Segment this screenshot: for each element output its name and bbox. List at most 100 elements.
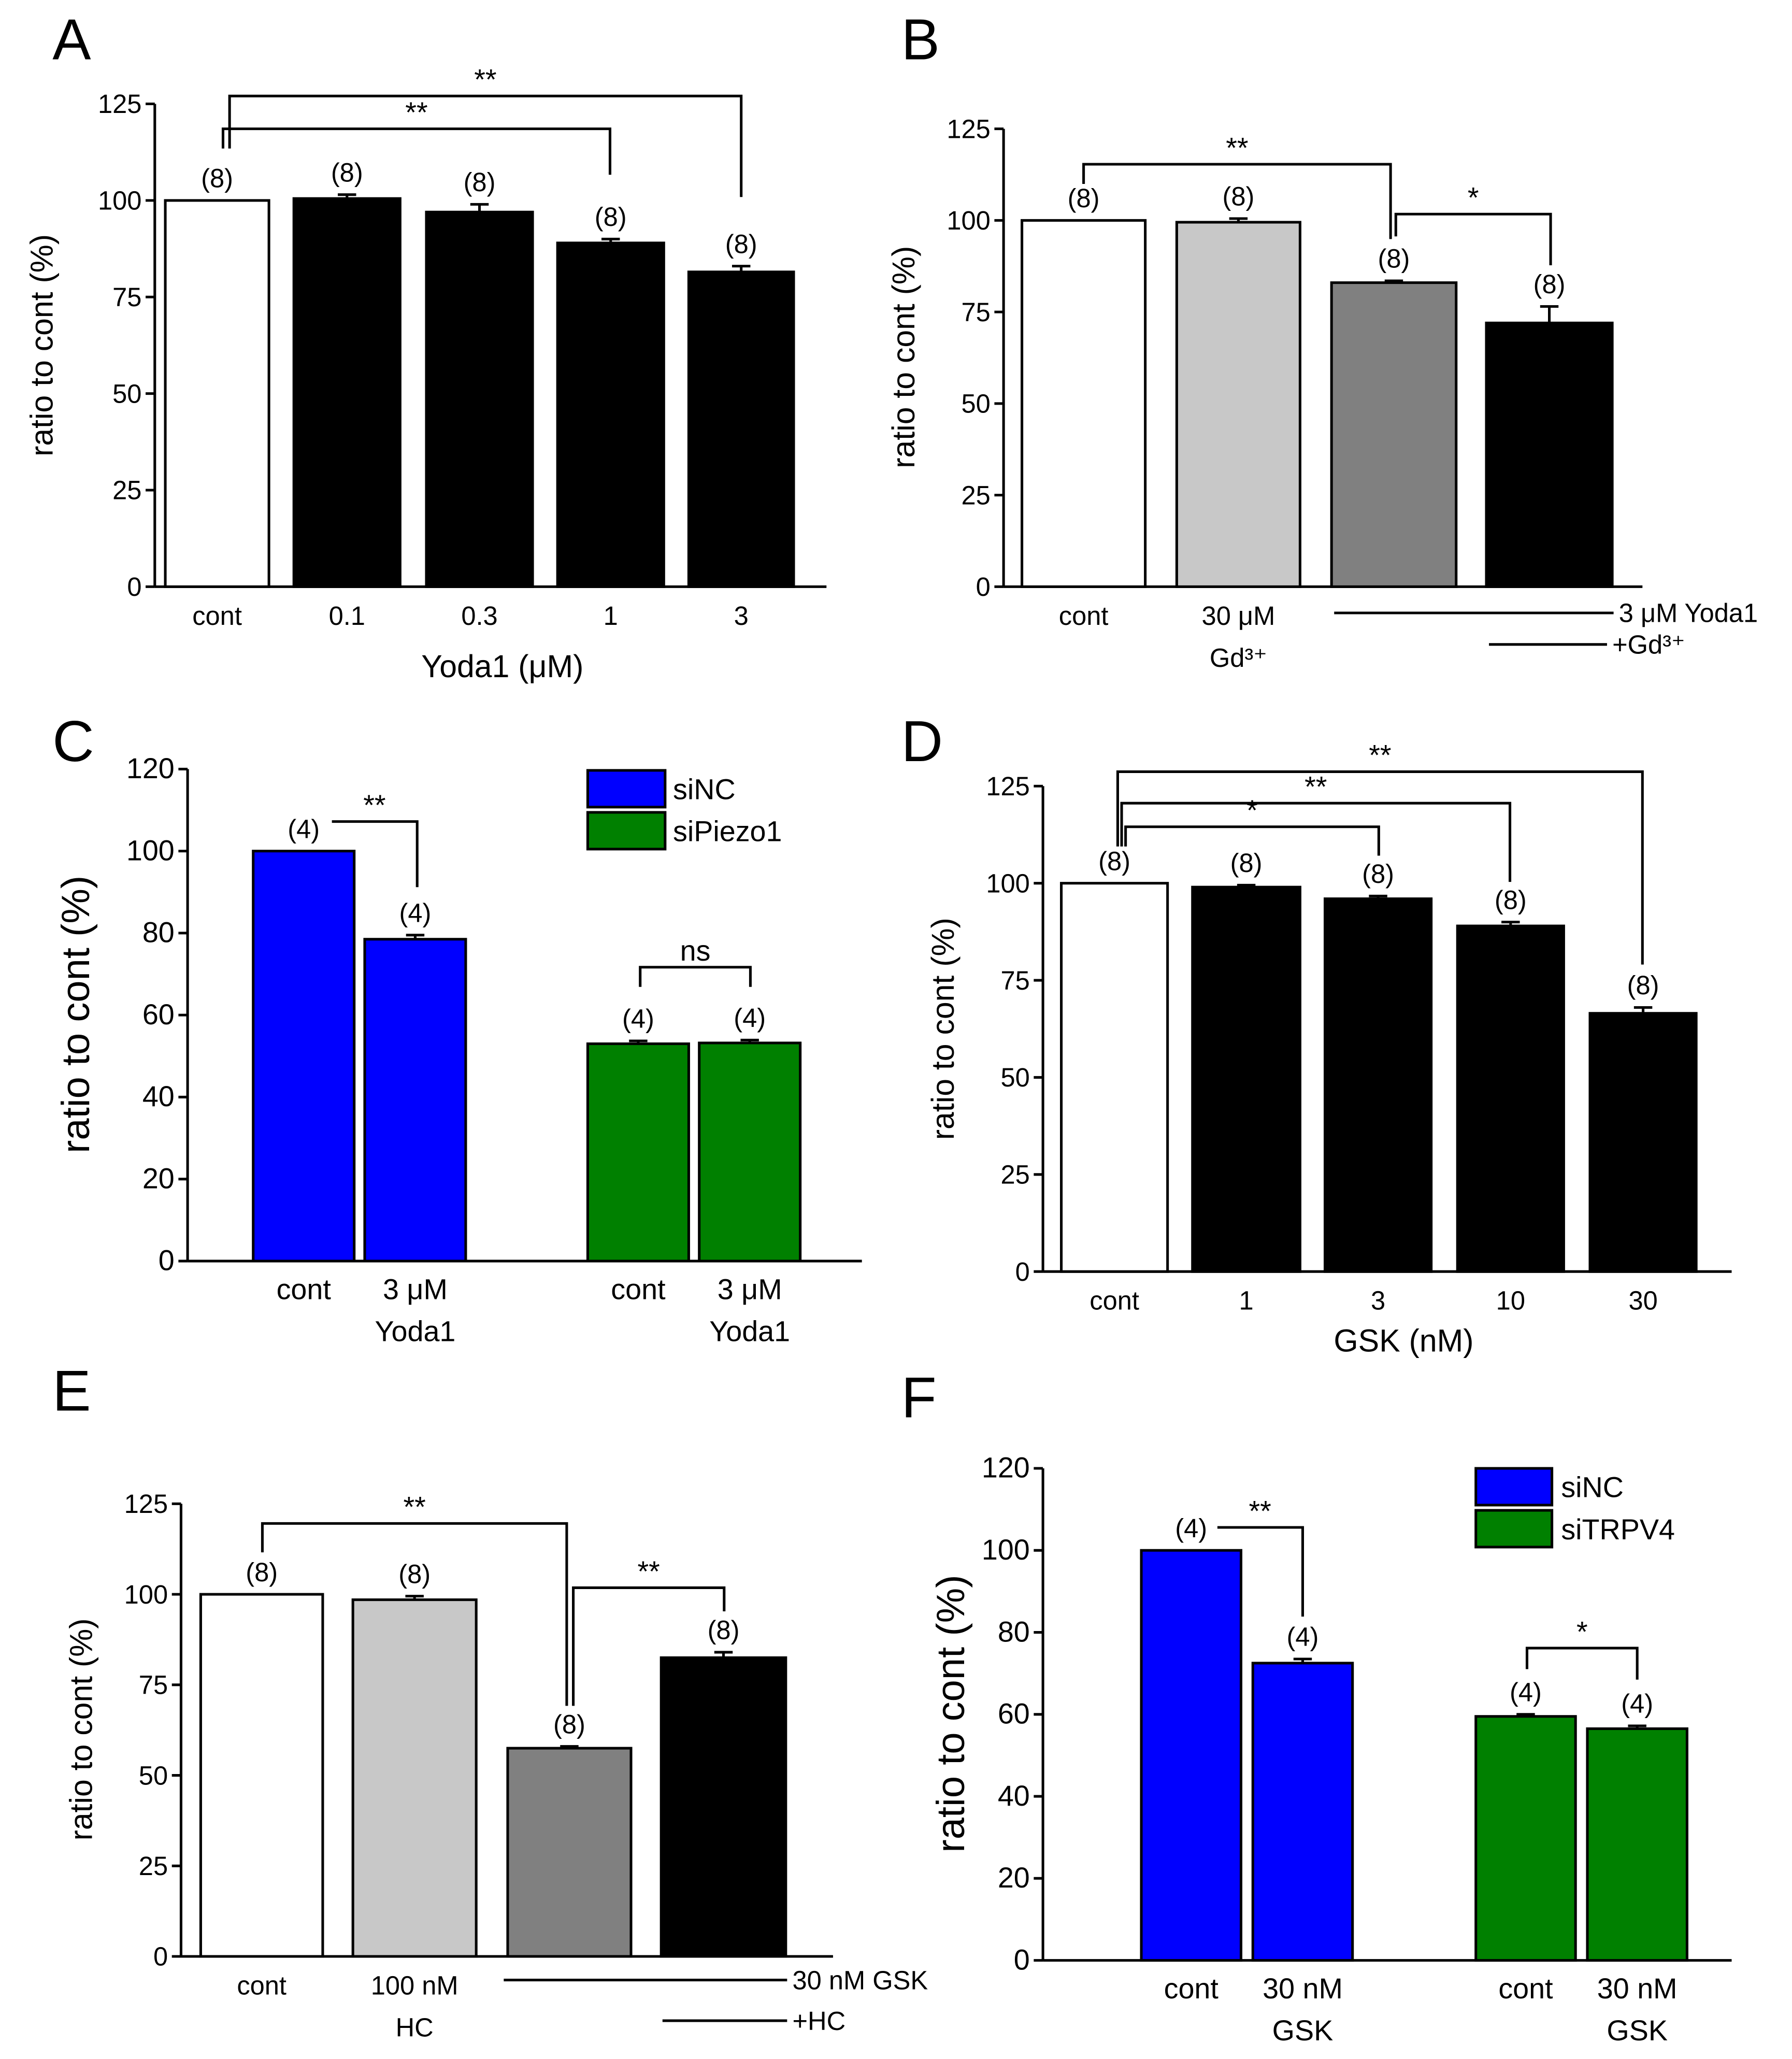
bar (1588, 1012, 1698, 1273)
treatment-label: 3 μM Yoda1 (1619, 598, 1758, 628)
y-tick-label: 25 (112, 476, 141, 505)
significance-label: * (1468, 182, 1479, 214)
significance-label: * (1576, 1615, 1588, 1648)
n-label: (4) (288, 814, 320, 843)
y-tick-label: 60 (142, 998, 175, 1031)
panel-c: C 0 20 40 60 80 100 120 ratio to cont (%) (4) cont… (52, 709, 862, 1347)
n-label: (4) (622, 1004, 654, 1034)
x-tick-label: cont (237, 1970, 286, 2000)
y-tick-label: 80 (142, 917, 175, 949)
panel-b: B 0 25 50 75 100 125 ratio to cont (%) (8) cont (8… (886, 7, 1758, 672)
bar (1251, 1662, 1354, 1962)
x-tick-label: cont (1089, 1286, 1139, 1316)
panel-a: A 0 25 50 75 100 125 ratio to cont (%) Yoda1 (μM… (24, 7, 827, 684)
x-tick-label: 3 μM (718, 1273, 782, 1305)
x-tick-label: 30 μM (1202, 601, 1275, 631)
bar (1330, 281, 1458, 588)
significance-bracket (1394, 212, 1552, 265)
significance-bracket (1120, 802, 1512, 882)
x-tick-label: cont (1059, 601, 1109, 631)
y-tick-label: 100 (947, 206, 990, 235)
y-axis-label: ratio to cont (%) (886, 246, 921, 468)
significance-label: * (1246, 794, 1258, 826)
panel-d: D 0 25 50 75 100 125 ratio to cont (%) GSK (nM) (… (901, 709, 1732, 1359)
x-tick-label: 3 (1371, 1286, 1385, 1316)
y-tick-label: 0 (153, 1942, 168, 1971)
significance-bracket (221, 127, 612, 175)
x-tick-label: 30 (1628, 1286, 1657, 1316)
n-label: (4) (1175, 1513, 1207, 1543)
legend-swatch (1474, 1509, 1554, 1549)
n-label: (8) (1533, 269, 1566, 299)
legend-label: siPiezo1 (673, 816, 782, 848)
y-tick-label: 80 (998, 1615, 1030, 1648)
y-tick-label: 125 (986, 771, 1029, 801)
bar (556, 241, 665, 588)
x-tick-label: Yoda1 (709, 1315, 790, 1347)
y-tick-label: 100 (986, 868, 1029, 898)
n-label: (8) (1362, 859, 1394, 889)
bar (292, 197, 402, 588)
significance-bracket (572, 1586, 726, 1706)
bar (1060, 882, 1169, 1273)
panel-letter: E (52, 1359, 91, 1423)
significance-label: ** (363, 789, 385, 821)
x-tick-label: GSK (1272, 2014, 1334, 2047)
x-axis-label: GSK (nM) (1334, 1323, 1473, 1359)
significance-label: ** (474, 64, 496, 96)
bar (199, 1593, 324, 1958)
treatment-label: +Gd³⁺ (1612, 630, 1685, 660)
x-tick-label: cont (1164, 1972, 1219, 2005)
bar (1474, 1715, 1577, 1962)
significance-label: ** (1249, 1495, 1271, 1527)
legend-swatch (1474, 1467, 1554, 1507)
significance-label: ** (1226, 132, 1248, 164)
bar (425, 210, 534, 588)
bar (1191, 885, 1301, 1273)
bar (252, 850, 356, 1263)
y-tick-label: 75 (1000, 966, 1029, 995)
bar (698, 1041, 802, 1263)
n-label: (8) (1222, 182, 1254, 211)
bar (363, 938, 467, 1263)
legend-label: siNC (673, 774, 736, 806)
n-label: (4) (399, 898, 432, 928)
n-label: (8) (725, 229, 757, 259)
n-label: (4) (734, 1003, 766, 1033)
y-tick-label: 100 (982, 1534, 1030, 1566)
legend-swatch (586, 811, 667, 851)
x-tick-label: 1 (1239, 1286, 1254, 1316)
n-label: (8) (464, 167, 496, 197)
x-tick-label: cont (1498, 1972, 1553, 2005)
y-tick-label: 50 (962, 389, 991, 419)
y-tick-label: 20 (998, 1862, 1030, 1894)
y-tick-label: 100 (124, 1580, 168, 1609)
x-tick-label: 1 (604, 601, 618, 631)
n-label: (4) (1621, 1689, 1653, 1719)
y-tick-label: 120 (126, 752, 175, 784)
n-label: (8) (331, 158, 363, 187)
n-label: (8) (1098, 846, 1130, 876)
significance-label: ** (404, 1491, 426, 1523)
y-tick-label: 125 (947, 114, 990, 144)
bar (660, 1656, 787, 1958)
bar (1586, 1727, 1688, 1962)
x-tick-label: cont (192, 601, 242, 631)
x-tick-label: 30 nM (1263, 1972, 1343, 2005)
x-tick-label: 30 nM (1597, 1972, 1678, 2005)
n-label: (8) (1627, 970, 1659, 1000)
y-tick-label: 100 (126, 834, 175, 866)
y-tick-label: 20 (142, 1162, 175, 1194)
panel-e: E 0 25 50 75 100 125 ratio to cont (%) (8) cont (8… (52, 1359, 928, 2042)
bar (1175, 221, 1301, 588)
legend-label: siNC (1561, 1471, 1624, 1504)
y-tick-label: 50 (139, 1761, 168, 1790)
treatment-label: 30 nM GSK (792, 1965, 928, 1995)
y-tick-label: 0 (976, 572, 991, 602)
x-tick-label: cont (277, 1273, 332, 1305)
significance-bracket (1217, 1526, 1304, 1617)
x-tick-label: 0.3 (461, 601, 497, 631)
y-tick-label: 75 (962, 297, 991, 327)
x-tick-label: 3 μM (383, 1273, 448, 1305)
n-label: (8) (553, 1709, 585, 1739)
